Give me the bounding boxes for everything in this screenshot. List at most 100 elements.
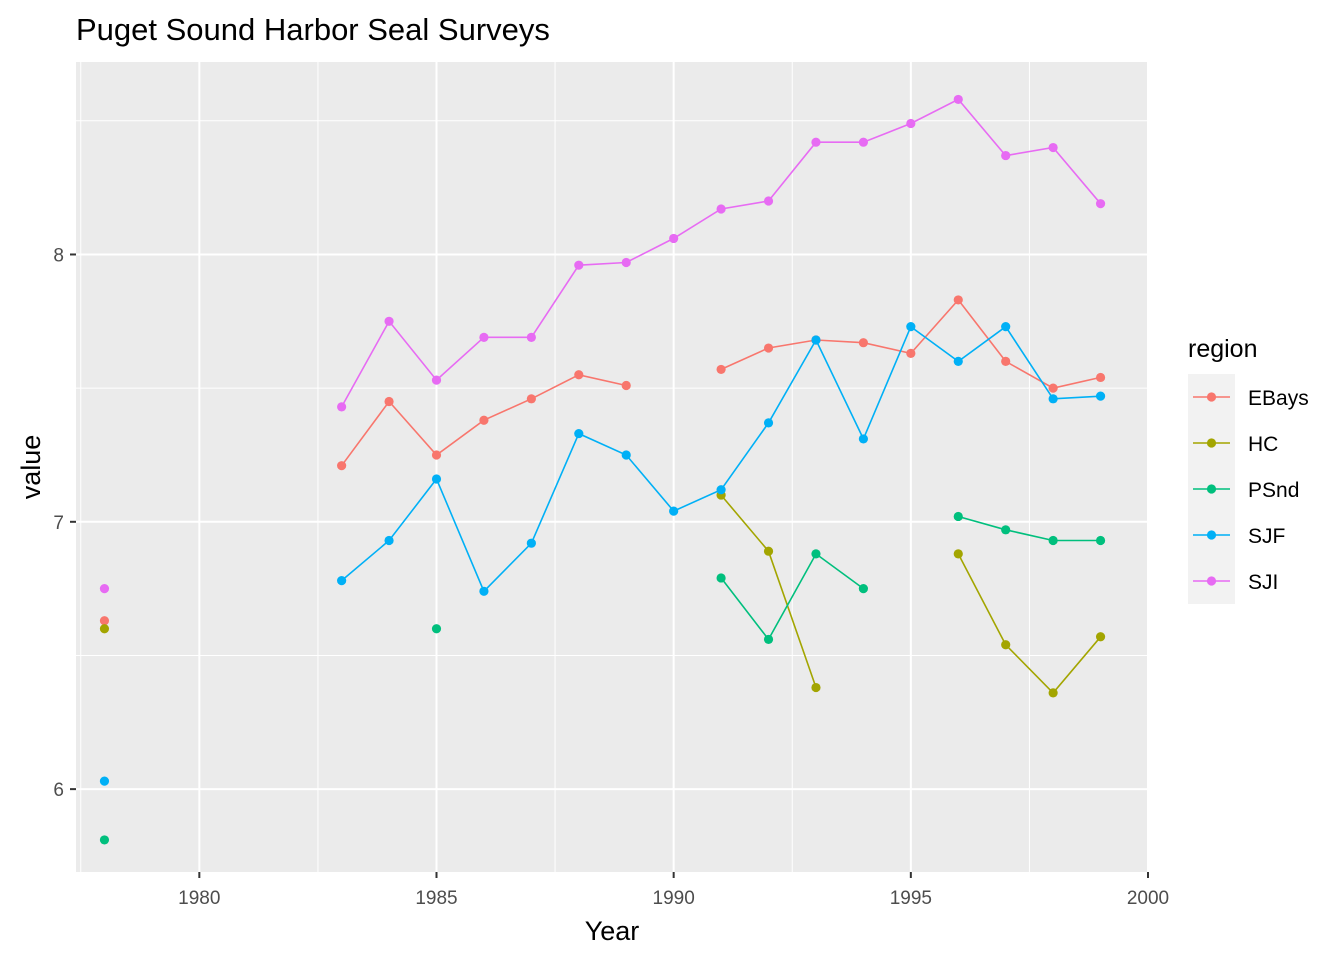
data-point-sjf bbox=[574, 428, 584, 439]
x-tick-label: 1990 bbox=[653, 888, 695, 909]
data-point-sjf bbox=[716, 485, 726, 495]
data-point-sji bbox=[99, 584, 110, 594]
data-point-sjf bbox=[1095, 391, 1106, 401]
data-point-ebays bbox=[99, 616, 110, 626]
legend-title: region bbox=[1188, 335, 1258, 363]
x-tick-label: 1985 bbox=[415, 888, 457, 909]
plot-panel bbox=[76, 62, 1148, 872]
data-point-psnd bbox=[99, 835, 110, 845]
legend-key-point-psnd bbox=[1206, 484, 1217, 494]
x-tick-label: 2000 bbox=[1127, 888, 1169, 909]
data-point-ebays bbox=[574, 370, 584, 380]
data-point-ebays bbox=[431, 450, 442, 460]
data-point-psnd bbox=[716, 573, 726, 583]
legend-label-ebays: EBays bbox=[1248, 387, 1309, 410]
data-point-psnd bbox=[953, 511, 963, 522]
series-line-hc bbox=[957, 553, 1102, 695]
data-point-psnd bbox=[1095, 535, 1106, 546]
x-tick-label: 1995 bbox=[890, 888, 932, 909]
grid-minor bbox=[76, 62, 1148, 872]
data-point-sji bbox=[431, 375, 442, 385]
data-point-sjf bbox=[384, 535, 394, 546]
x-axis-title: Year bbox=[585, 916, 640, 946]
data-point-sjf bbox=[1001, 322, 1011, 332]
data-point-sjf bbox=[858, 434, 868, 444]
series-layer bbox=[99, 94, 1106, 845]
legend-label-psnd: PSnd bbox=[1248, 479, 1299, 502]
data-point-psnd bbox=[858, 584, 868, 594]
series-ebays bbox=[99, 295, 1106, 626]
data-point-sji bbox=[526, 332, 536, 342]
data-point-ebays bbox=[337, 461, 347, 471]
data-point-ebays bbox=[858, 338, 868, 348]
data-point-sjf bbox=[479, 586, 489, 596]
data-point-sjf bbox=[99, 776, 110, 786]
data-point-sji bbox=[669, 233, 679, 244]
legend-label-sji: SJI bbox=[1248, 571, 1278, 594]
legend-items: EBays HC PSnd SJF SJI bbox=[1193, 387, 1309, 594]
data-point-psnd bbox=[811, 549, 821, 559]
data-point-sji bbox=[1048, 142, 1058, 153]
data-point-ebays bbox=[716, 364, 726, 375]
data-point-sji bbox=[763, 196, 774, 206]
legend-key-point-sji bbox=[1206, 576, 1217, 586]
data-point-sji bbox=[811, 137, 821, 147]
data-point-sjf bbox=[337, 576, 347, 586]
legend-label-hc: HC bbox=[1248, 433, 1278, 456]
data-point-ebays bbox=[1095, 372, 1106, 383]
data-point-sjf bbox=[953, 356, 963, 367]
x-tick-label: 1980 bbox=[178, 888, 220, 909]
x-axis: 1980 1985 1990 1995 2000 bbox=[178, 872, 1169, 909]
data-point-ebays bbox=[621, 380, 631, 391]
data-point-sjf bbox=[621, 450, 631, 460]
data-point-psnd bbox=[1001, 525, 1011, 535]
data-point-sji bbox=[1095, 199, 1106, 209]
data-point-sjf bbox=[763, 418, 774, 428]
data-point-hc bbox=[99, 624, 110, 634]
data-point-sji bbox=[906, 118, 916, 129]
data-point-sji bbox=[1001, 150, 1011, 161]
data-point-sjf bbox=[1048, 394, 1058, 404]
data-point-sji bbox=[337, 402, 347, 412]
data-point-sji bbox=[574, 260, 584, 270]
data-point-ebays bbox=[479, 415, 489, 425]
legend-key-point-sjf bbox=[1206, 530, 1217, 540]
data-point-hc bbox=[1095, 632, 1106, 642]
series-psnd bbox=[99, 511, 1106, 845]
data-point-hc bbox=[953, 549, 963, 559]
data-point-hc bbox=[811, 682, 821, 693]
data-point-sji bbox=[621, 257, 631, 268]
series-sjf bbox=[99, 322, 1106, 786]
data-point-sji bbox=[858, 137, 868, 147]
y-axis: 6 7 8 bbox=[53, 245, 76, 801]
legend: region EBays HC PSnd SJF SJI bbox=[1188, 335, 1309, 604]
legend-label-sjf: SJF bbox=[1248, 525, 1285, 548]
data-point-hc bbox=[1048, 688, 1058, 698]
y-tick-label: 8 bbox=[53, 245, 64, 266]
data-point-psnd bbox=[431, 624, 442, 634]
data-point-sjf bbox=[526, 538, 536, 548]
data-point-ebays bbox=[906, 348, 916, 358]
data-point-hc bbox=[1001, 640, 1011, 650]
data-point-psnd bbox=[763, 634, 774, 645]
y-axis-title: value bbox=[16, 435, 46, 500]
grid-major bbox=[76, 62, 1149, 872]
data-point-hc bbox=[763, 546, 774, 556]
data-point-sjf bbox=[669, 506, 679, 516]
legend-key-point-ebays bbox=[1206, 392, 1217, 402]
chart-title: Puget Sound Harbor Seal Surveys bbox=[76, 12, 550, 47]
y-tick-label: 6 bbox=[53, 780, 64, 801]
data-point-sjf bbox=[906, 322, 916, 332]
data-point-sji bbox=[384, 316, 394, 326]
legend-key-point-hc bbox=[1206, 438, 1217, 448]
data-point-sjf bbox=[811, 335, 821, 345]
data-point-sji bbox=[716, 204, 726, 214]
data-point-ebays bbox=[384, 396, 394, 407]
series-line-psnd bbox=[958, 515, 1101, 542]
data-point-ebays bbox=[1001, 356, 1011, 367]
data-point-sjf bbox=[431, 474, 442, 484]
data-point-sji bbox=[953, 94, 963, 105]
data-point-ebays bbox=[763, 343, 774, 353]
series-sji bbox=[99, 94, 1106, 594]
data-point-psnd bbox=[1048, 535, 1058, 546]
